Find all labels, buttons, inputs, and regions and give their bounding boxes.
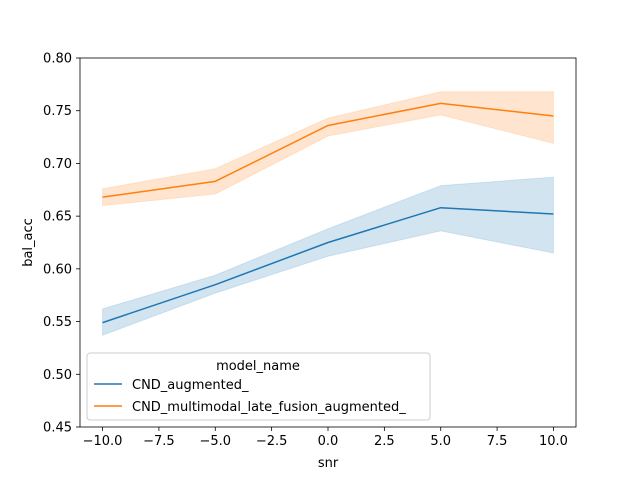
confidence-bands <box>102 91 554 336</box>
y-tick-label: 0.70 <box>43 157 72 172</box>
x-tick-label: −10.0 <box>83 434 123 449</box>
legend-title: model_name <box>216 359 300 374</box>
series-lines <box>102 102 554 324</box>
x-tick-label: −7.5 <box>143 434 175 449</box>
y-tick-label: 0.60 <box>43 262 72 277</box>
y-tick-label: 0.50 <box>43 368 72 383</box>
x-tick-label: −5.0 <box>199 434 231 449</box>
x-tick-label: 2.5 <box>374 434 395 449</box>
y-tick-label: 0.55 <box>43 315 72 330</box>
x-axis-label: snr <box>318 456 339 471</box>
legend-label-series-2: CND_multimodal_late_fusion_augmented_ <box>132 400 406 415</box>
y-tick-label: 0.45 <box>43 421 72 436</box>
y-tick-label: 0.75 <box>43 104 72 119</box>
legend-label-series-1: CND_augmented_ <box>132 378 249 393</box>
x-tick-label: 0.0 <box>318 434 339 449</box>
x-tick-label: 10.0 <box>539 434 568 449</box>
ci-band-series-1 <box>102 176 554 336</box>
y-tick-label: 0.65 <box>43 210 72 225</box>
y-axis-label: bal_acc <box>21 218 36 267</box>
x-tick-label: −2.5 <box>256 434 288 449</box>
legend: model_name CND_augmented_ CND_multimodal… <box>86 352 431 421</box>
legend-frame <box>86 352 431 421</box>
x-axis-ticks: −10.0 −7.5 −5.0 −2.5 0.0 2.5 5.0 7.5 10.0 <box>83 427 568 449</box>
y-axis-ticks: 0.45 0.50 0.55 0.60 0.65 0.70 0.75 0.80 <box>43 52 80 436</box>
x-tick-label: 7.5 <box>487 434 508 449</box>
x-tick-label: 5.0 <box>430 434 451 449</box>
ci-band-series-2 <box>102 91 554 207</box>
y-tick-label: 0.80 <box>43 52 72 67</box>
